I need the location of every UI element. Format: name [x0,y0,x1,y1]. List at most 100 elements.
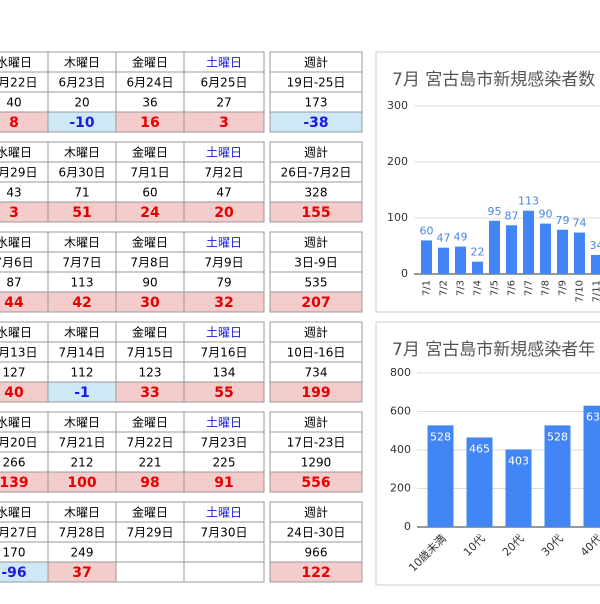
cell-text: -96 [1,565,26,581]
x-tick-label: 7/3 [456,280,467,296]
bar [591,255,600,274]
y-tick-label: 300 [387,99,408,112]
cell-text: 221 [139,456,162,470]
cell-text: 123 [139,366,162,380]
chart-title: 7月 宮古島市新規感染者年 [392,340,595,360]
value-label: 95 [488,205,502,218]
y-tick-label: 200 [387,155,408,168]
cell-text: 6月30日 [59,166,106,180]
cell-text: 水曜日 [0,326,32,340]
cell-text: 土曜日 [206,506,242,520]
y-tick-label: 600 [390,405,411,418]
cell-text: 7月2日 [204,166,243,180]
bar [421,240,432,274]
cell-text: 55 [214,385,233,401]
y-tick-label: 100 [387,211,408,224]
y-tick-label: 400 [390,443,411,456]
cell-text: 7月22日 [127,436,174,450]
cell-text: 33 [140,385,159,401]
y-tick-label: 0 [404,520,411,533]
value-label: 528 [430,430,451,443]
cell-text: 土曜日 [206,146,242,160]
cell-text: 127 [3,366,26,380]
cell-text: 98 [140,475,159,491]
cell-text: 7月27日 [0,526,37,540]
cell-text: 173 [305,96,328,110]
cell-text: 7月14日 [59,346,106,360]
cell-text: 207 [301,295,330,311]
cell-text: 266 [3,456,26,470]
cell-text: 3 [9,205,19,221]
value-label: 113 [518,195,539,208]
cell-text: 100 [67,475,96,491]
cell-text: 556 [301,475,330,491]
x-tick-label: 7/8 [541,280,552,296]
cell-text: 966 [305,546,328,560]
x-tick-label: 7/6 [507,280,518,296]
cell-text: 7月20日 [0,436,37,450]
value-label: 22 [471,246,485,259]
cell-text: 36 [142,96,157,110]
cell-text: 225 [213,456,236,470]
cell-text: -10 [69,115,95,131]
value-label: 465 [469,442,490,455]
cell-text: 6月25日 [201,76,248,90]
chart-title: 7月 宮古島市新規感染者数 [392,70,595,90]
cell-text: 土曜日 [206,236,242,250]
cell-text: 7月7日 [62,256,101,270]
cell-text: 木曜日 [64,146,100,160]
x-tick-label: 7/7 [524,280,535,296]
cell-text: 金曜日 [132,55,168,70]
cell-text: 金曜日 [132,235,168,250]
cell-text: 44 [4,295,24,311]
cell-text: 水曜日 [0,236,32,250]
cell-text: 1290 [301,456,332,470]
cell-text: 170 [3,546,26,560]
cell-text: 42 [72,295,91,311]
cell-text: 金曜日 [132,505,168,520]
bar [438,248,449,274]
value-label: 60 [420,224,434,237]
cell-text: 3日-9日 [294,256,338,270]
table-cell [184,562,264,582]
bar [557,230,568,274]
cell-text: 木曜日 [64,56,100,70]
cell-text: 土曜日 [206,56,242,70]
value-label: 49 [454,231,468,244]
cell-text: 木曜日 [64,326,100,340]
bar [540,224,551,274]
cell-text: 7月13日 [0,346,37,360]
cell-text: 51 [72,205,91,221]
cell-text: 木曜日 [64,416,100,430]
cell-text: 535 [305,276,328,290]
value-label: 47 [437,232,451,245]
x-tick-label: 7/4 [473,280,484,296]
y-tick-label: 200 [390,482,411,495]
cell-text: 水曜日 [0,146,32,160]
cell-text: 週計 [304,505,328,520]
cell-text: 金曜日 [132,415,168,430]
bar [523,211,534,274]
bar [506,225,517,274]
cell-text: 212 [71,456,94,470]
cell-text: 金曜日 [132,145,168,160]
cell-text: 8 [9,115,19,131]
cell-text: 71 [74,186,89,200]
cell-text: 7月21日 [59,436,106,450]
x-tick-label: 7/2 [439,280,450,296]
cell-text: 43 [6,186,21,200]
cell-text: 24日-30日 [287,526,346,540]
cell-text: 木曜日 [64,236,100,250]
cell-text: 土曜日 [206,416,242,430]
cell-text: 7月15日 [127,346,174,360]
cell-text: 91 [214,475,233,491]
cell-text: 134 [213,366,236,380]
cell-text: 37 [72,565,91,581]
value-label: 87 [505,209,519,222]
cell-text: 113 [71,276,94,290]
cell-text: 30 [140,295,160,311]
cell-text: 週計 [304,325,328,340]
cell-text: 40 [4,385,24,401]
cell-text: 26日-7月2日 [281,166,352,180]
